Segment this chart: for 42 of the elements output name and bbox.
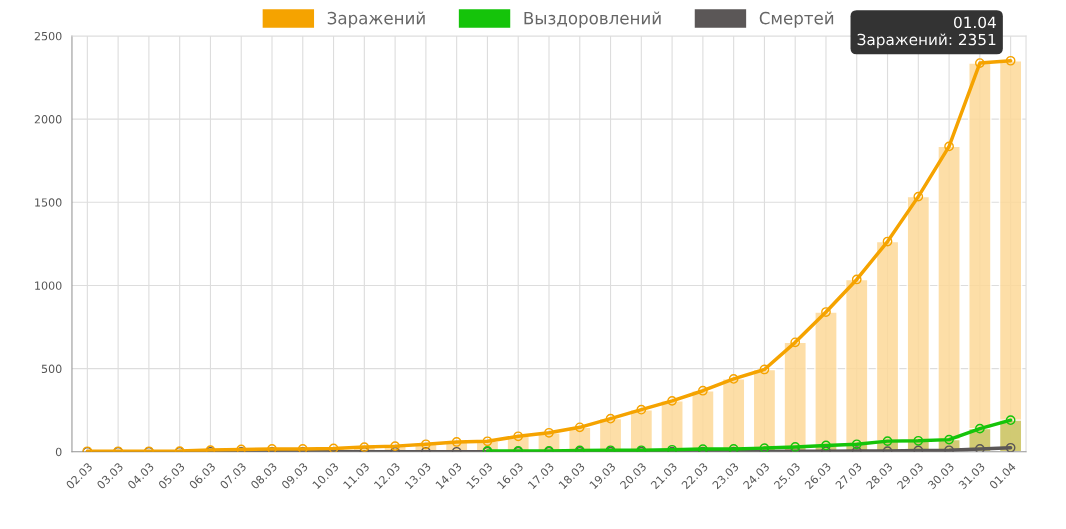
point [1005,442,1016,452]
point [698,385,708,396]
point [728,374,739,384]
point [421,439,431,450]
point [821,307,831,317]
y-tick-label: 0 [55,447,62,457]
point [944,141,954,152]
point [359,442,370,452]
point [974,58,985,68]
point [851,439,862,450]
legend-label: Выздоровлений [524,11,661,28]
point [574,422,585,433]
y-tick-label: 1500 [35,198,62,207]
point [1005,55,1016,66]
point [482,436,493,447]
point [851,274,862,285]
point [913,191,924,202]
point [790,337,801,348]
legend-label: Заражений [327,11,425,28]
point [1005,415,1016,426]
point [882,236,893,247]
point [390,441,400,451]
point [974,423,985,434]
y-tick-label: 500 [41,364,62,373]
point [974,444,985,452]
point [636,404,647,415]
y-tick-label: 1000 [35,281,62,290]
point [913,435,924,446]
point [667,396,677,406]
y-tick-label: 2000 [34,115,62,124]
y-tick-label: 2500 [34,31,62,41]
annotation: 01.04 Заражений: 2351 [857,16,996,49]
point [605,413,616,424]
point [790,442,801,452]
point [544,427,554,438]
point [944,434,954,445]
point [821,440,831,451]
point [882,436,893,446]
point [513,431,524,442]
point [759,364,770,375]
legend-label: Смертей [759,11,834,28]
point [451,437,462,447]
